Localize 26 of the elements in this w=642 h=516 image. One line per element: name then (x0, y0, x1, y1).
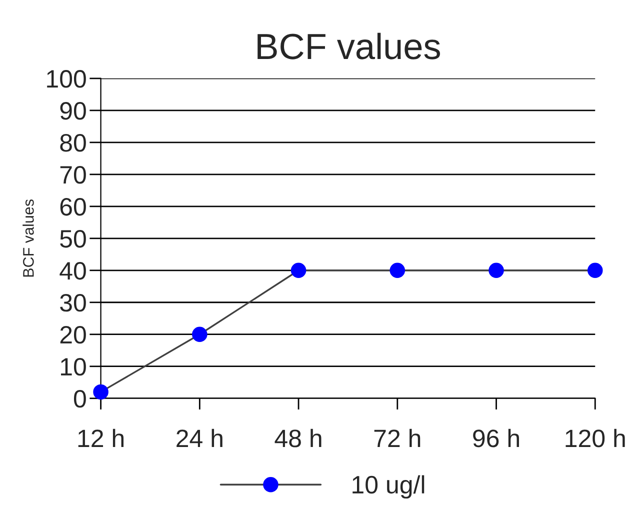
x-tick-label: 24 h (176, 428, 222, 448)
x-tick-label: 12 h (78, 428, 124, 448)
x-tick-label: 72 h (374, 428, 420, 448)
x-tick-label: 96 h (473, 428, 519, 448)
y-tick-label: 90 (60, 102, 86, 120)
legend-label: 10 ug/l (352, 475, 424, 499)
x-tick-label: 120 h (566, 428, 625, 448)
chart-title: BCF values (258, 32, 440, 60)
y-tick-label: 100 (47, 70, 86, 88)
y-axis-title: BCF values (22, 199, 34, 277)
x-tick-label: 48 h (274, 428, 322, 448)
point (587, 262, 603, 278)
point (488, 262, 504, 278)
y-tick-label: 40 (60, 262, 86, 280)
y-tick-label: 0 (74, 390, 86, 408)
point (192, 326, 208, 342)
y-tick-label: 50 (60, 230, 86, 248)
point (93, 384, 108, 400)
y-tick-label: 20 (60, 326, 86, 344)
y-tick-label: 60 (60, 198, 86, 216)
point (390, 262, 406, 278)
y-tick-label: 80 (60, 134, 86, 152)
y-tick-label: 10 (61, 358, 86, 376)
y-tick-label: 30 (60, 294, 86, 312)
y-tick-label: 70 (60, 166, 86, 184)
point (290, 262, 306, 278)
